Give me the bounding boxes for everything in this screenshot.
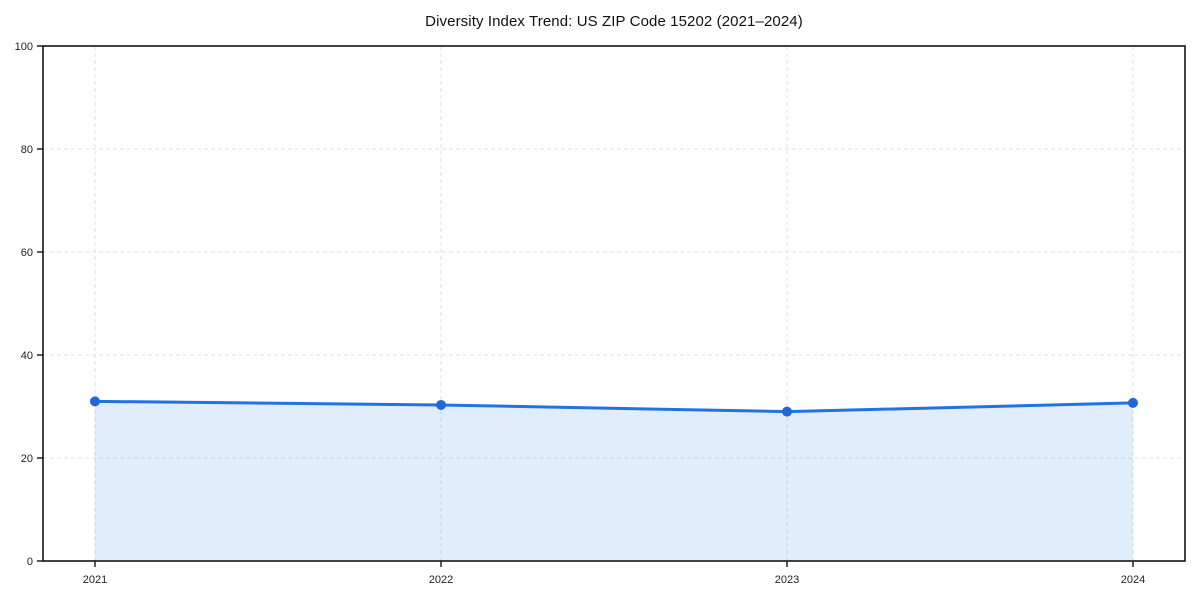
data-point-2024 <box>1128 397 1138 408</box>
y-tick-label: 40 <box>21 350 33 362</box>
trend-line <box>93 399 1135 414</box>
y-tick-label: 100 <box>15 41 33 53</box>
area-fill <box>95 401 1133 561</box>
chart-title: Diversity Index Trend: US ZIP Code 15202… <box>425 13 803 30</box>
data-point-2023 <box>782 406 792 417</box>
y-tick-label: 20 <box>21 453 33 465</box>
x-tick-label: 2024 <box>1121 574 1145 586</box>
plot-border <box>42 45 1186 562</box>
y-tick-label: 0 <box>27 556 33 568</box>
y-tick-label: 80 <box>21 144 33 156</box>
x-tick-label: 2022 <box>429 574 453 586</box>
x-tick-label: 2023 <box>775 574 799 586</box>
data-point-2022 <box>436 399 446 410</box>
x-tick-label: 2021 <box>83 574 107 586</box>
data-point-2021 <box>90 396 100 407</box>
y-tick-label: 60 <box>21 247 33 259</box>
